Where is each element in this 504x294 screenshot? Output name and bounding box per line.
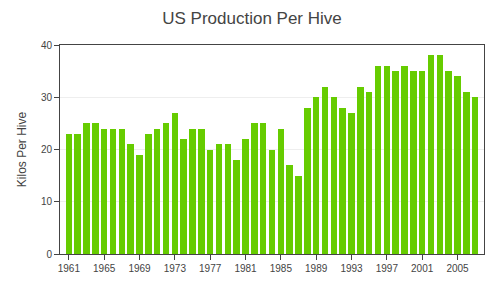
svg-text:1961: 1961 (58, 263, 81, 274)
svg-text:Kilos Per Hive: Kilos Per Hive (15, 111, 29, 187)
svg-text:1989: 1989 (305, 263, 328, 274)
svg-text:20: 20 (41, 144, 53, 155)
svg-text:1965: 1965 (93, 263, 116, 274)
svg-text:2001: 2001 (411, 263, 434, 274)
svg-text:0: 0 (46, 249, 52, 260)
svg-text:US Production Per Hive: US Production Per Hive (162, 9, 342, 28)
svg-text:2005: 2005 (446, 263, 469, 274)
svg-text:40: 40 (41, 40, 53, 51)
svg-text:1981: 1981 (234, 263, 257, 274)
svg-text:1985: 1985 (270, 263, 293, 274)
svg-text:30: 30 (41, 92, 53, 103)
svg-text:10: 10 (41, 196, 53, 207)
svg-text:1993: 1993 (340, 263, 363, 274)
svg-text:1973: 1973 (164, 263, 187, 274)
svg-text:1997: 1997 (376, 263, 399, 274)
svg-text:1977: 1977 (199, 263, 222, 274)
svg-text:1969: 1969 (128, 263, 151, 274)
